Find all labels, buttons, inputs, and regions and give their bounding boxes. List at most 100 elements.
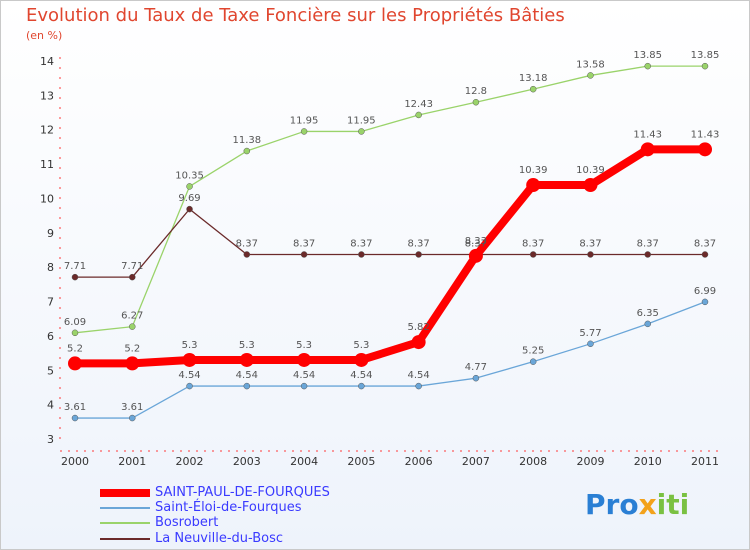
data-point: [129, 414, 136, 422]
series-line: [75, 208, 705, 278]
data-point: [529, 85, 537, 93]
data-label: 8.37: [408, 238, 430, 249]
data-point: [243, 382, 251, 390]
data-label: 3.61: [121, 402, 143, 413]
y-tick-label: 12: [40, 124, 54, 137]
series-line: [74, 65, 705, 334]
data-point: [71, 329, 79, 337]
legend-label: Saint-Éloi-de-Fourques: [155, 500, 302, 515]
data-label: 6.35: [637, 308, 659, 319]
data-point: [239, 352, 254, 367]
data-point: [415, 251, 422, 258]
data-point: [701, 62, 709, 70]
logo-part-2: x: [638, 488, 657, 521]
x-tick-label: 2004: [290, 455, 318, 468]
x-tick-label: 2001: [118, 455, 146, 468]
data-point: [68, 356, 82, 371]
x-tick-label: 2010: [634, 455, 662, 468]
data-label: 4.77: [465, 362, 487, 373]
data-label: 6.27: [121, 311, 143, 322]
data-point: [243, 147, 251, 155]
data-label: 5.3: [239, 340, 255, 351]
data-label: 11.95: [347, 115, 376, 126]
data-label: 8.37: [579, 238, 601, 249]
data-label: 13.85: [633, 50, 662, 61]
y-tick-label: 6: [47, 330, 54, 343]
data-label: 7.71: [64, 261, 86, 272]
data-label: 5.82: [408, 322, 430, 333]
chart-subtitle: (en %): [26, 29, 63, 42]
data-point: [472, 98, 480, 106]
data-label: 8.37: [694, 238, 716, 249]
data-label: 8.37: [236, 238, 258, 249]
data-label: 13.85: [691, 50, 720, 61]
data-label: 4.54: [408, 370, 430, 381]
data-point: [71, 414, 79, 422]
axes: 3 4 5 6 7 8 9 10 11 12 13 14 2000 2001 2002 2003 2004 200…: [40, 55, 720, 468]
data-point: [701, 251, 709, 258]
x-tick-label: 2007: [462, 455, 490, 468]
x-tick-label: 2009: [576, 455, 604, 468]
y-tick-label: 11: [40, 158, 54, 171]
y-tick-label: 7: [47, 296, 54, 309]
legend-label: La Neuville-du-Bosc: [155, 531, 284, 546]
data-label: 5.2: [124, 343, 140, 354]
data-point: [300, 128, 308, 135]
data-label: 13.18: [519, 73, 548, 84]
x-tick-label: 2005: [347, 455, 375, 468]
data-label: 4.54: [236, 370, 258, 381]
data-point: [297, 352, 312, 367]
legend-swatch: [100, 489, 150, 497]
y-tick-label: 3: [47, 433, 54, 446]
data-point: [640, 142, 655, 157]
data-label: 8.33: [465, 236, 487, 247]
data-label: 5.2: [67, 343, 83, 354]
data-label: 8.37: [637, 238, 659, 249]
y-tick-label: 14: [40, 55, 54, 68]
data-label: 5.3: [296, 340, 312, 351]
data-label: 9.69: [178, 193, 200, 204]
data-label: 5.25: [522, 346, 544, 357]
data-point: [300, 251, 308, 258]
data-point: [186, 382, 193, 390]
data-point: [415, 111, 422, 119]
legend-swatch: [100, 538, 150, 540]
data-point: [587, 251, 594, 258]
data-point: [182, 352, 197, 367]
data-point: [644, 251, 651, 258]
x-tick-label: 2002: [176, 455, 204, 468]
data-point: [354, 352, 369, 367]
data-point: [358, 128, 365, 135]
data-label: 8.37: [350, 238, 372, 249]
data-label: 7.71: [121, 261, 143, 272]
y-tick-label: 10: [40, 192, 54, 205]
data-point: [472, 374, 480, 382]
data-label: 6.99: [694, 286, 716, 297]
series-line: [75, 145, 705, 368]
data-label: 8.37: [293, 238, 315, 249]
y-tick-label: 4: [47, 399, 54, 412]
data-label: 12.43: [404, 99, 433, 110]
x-tick-label: 2003: [233, 455, 261, 468]
data-label: 4.54: [178, 370, 200, 381]
x-tick-label: 2011: [691, 455, 719, 468]
data-label: 11.95: [290, 115, 319, 126]
data-labels: 3.61 3.61 4.54 4.54 4.54 4.54 4.54 4.77 5.25 5.77…: [64, 50, 719, 413]
data-label: 4.54: [293, 370, 315, 381]
data-label: 8.37: [522, 238, 544, 249]
data-label: 10.35: [175, 170, 204, 181]
data-label: 11.43: [633, 129, 662, 140]
data-label: 5.3: [353, 340, 369, 351]
x-tick-label: 2000: [61, 455, 89, 468]
data-label: 12.8: [465, 86, 487, 97]
series-layer: [68, 62, 712, 422]
data-point: [526, 178, 541, 193]
data-point: [587, 340, 594, 348]
data-point: [300, 382, 308, 390]
data-point: [186, 183, 193, 190]
data-label: 11.43: [691, 129, 720, 140]
x-tick-label: 2006: [405, 455, 433, 468]
data-point: [587, 72, 594, 79]
